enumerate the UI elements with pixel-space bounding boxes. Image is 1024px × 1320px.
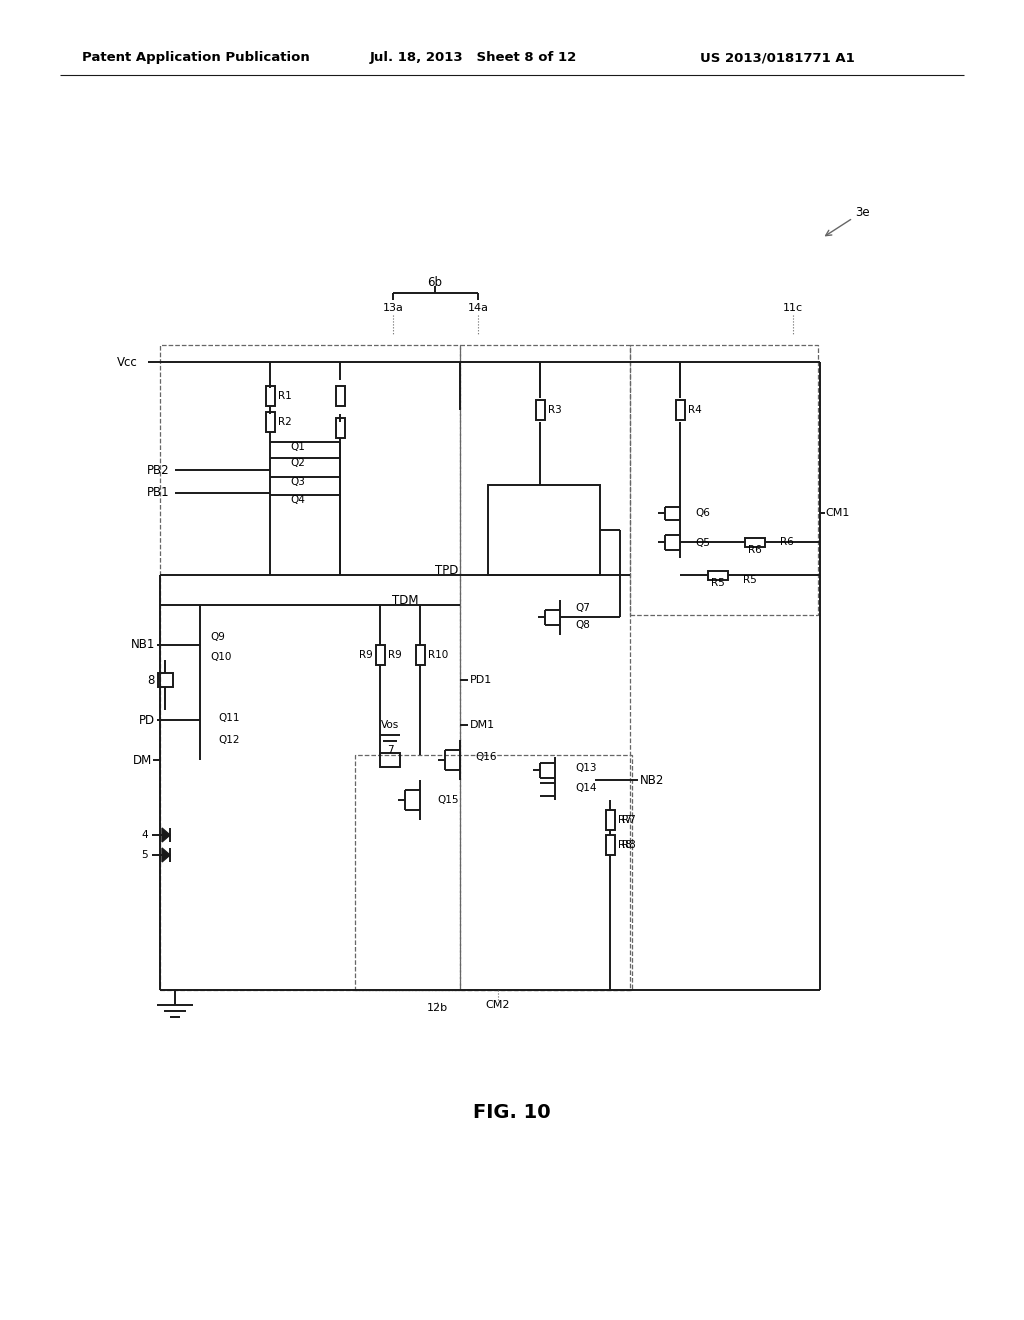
Text: Q4: Q4 [291,495,305,506]
Text: R8: R8 [622,840,636,850]
Text: Q1: Q1 [291,442,305,451]
Text: TDM: TDM [391,594,418,606]
Polygon shape [162,828,170,842]
Bar [536,400,545,420]
Text: Vcc: Vcc [118,355,138,368]
Text: NB2: NB2 [640,774,665,787]
Bar [416,645,425,665]
Text: Vos: Vos [381,719,399,730]
Text: R9: R9 [359,649,373,660]
Text: PD: PD [139,714,155,726]
Bar [745,539,765,546]
Text: 4: 4 [141,830,148,840]
Bar [380,752,400,767]
Text: R7: R7 [618,814,632,825]
Bar [708,572,728,579]
Text: CM2: CM2 [485,1001,510,1010]
Bar [355,755,632,990]
Bar [606,810,615,830]
Text: PB1: PB1 [147,487,170,499]
Bar [336,385,345,407]
Text: US 2013/0181771 A1: US 2013/0181771 A1 [700,51,855,65]
Text: FIG. 10: FIG. 10 [473,1104,551,1122]
Bar [158,673,173,686]
Text: 3e: 3e [855,206,869,219]
Text: Q6: Q6 [695,508,710,517]
Text: 6b: 6b [427,276,442,289]
Polygon shape [162,847,170,862]
Text: DM: DM [133,754,152,767]
Text: R10: R10 [428,649,449,660]
Text: R7: R7 [622,814,636,825]
Bar [676,400,685,420]
Bar [630,345,818,615]
Text: 5: 5 [141,850,148,861]
Text: R2: R2 [278,417,292,426]
Text: 13a: 13a [383,304,403,313]
Text: Jul. 18, 2013   Sheet 8 of 12: Jul. 18, 2013 Sheet 8 of 12 [370,51,578,65]
Text: R1: R1 [278,391,292,401]
Text: CM1: CM1 [825,508,849,517]
Text: R8: R8 [618,840,632,850]
Text: Q2: Q2 [291,458,305,469]
Text: R5: R5 [743,576,757,585]
Bar [376,645,385,665]
Text: 12b: 12b [426,1003,447,1012]
Text: 11c: 11c [783,304,803,313]
Text: Q9: Q9 [210,632,225,642]
Text: 8: 8 [147,673,155,686]
Text: R3: R3 [548,405,562,414]
Bar [460,345,630,990]
Text: Q5: Q5 [695,539,710,548]
Text: Q3: Q3 [291,477,305,487]
Bar [266,385,275,407]
Bar [160,345,460,990]
Text: Q12: Q12 [218,735,240,744]
Text: Q7: Q7 [575,603,590,612]
Text: Q16: Q16 [475,752,497,762]
Text: Q15: Q15 [437,795,459,805]
Text: 14a: 14a [468,304,488,313]
Text: Q10: Q10 [210,652,231,663]
Text: R6: R6 [749,545,762,554]
Text: PB2: PB2 [147,463,170,477]
Text: R4: R4 [688,405,701,414]
Text: R5: R5 [711,578,725,587]
Text: NB1: NB1 [131,639,155,652]
Bar [488,484,600,576]
Text: R9: R9 [388,649,401,660]
Text: DM1: DM1 [470,719,496,730]
Text: Q14: Q14 [575,783,597,793]
Text: R6: R6 [780,537,794,546]
Bar [336,418,345,438]
Bar [606,836,615,855]
Text: TPD: TPD [434,564,458,577]
Text: 7: 7 [387,744,393,755]
Text: Q13: Q13 [575,763,597,774]
Bar [266,412,275,432]
Text: PD1: PD1 [470,675,493,685]
Text: Q8: Q8 [575,620,590,630]
Text: Q11: Q11 [218,713,240,723]
Text: Patent Application Publication: Patent Application Publication [82,51,309,65]
